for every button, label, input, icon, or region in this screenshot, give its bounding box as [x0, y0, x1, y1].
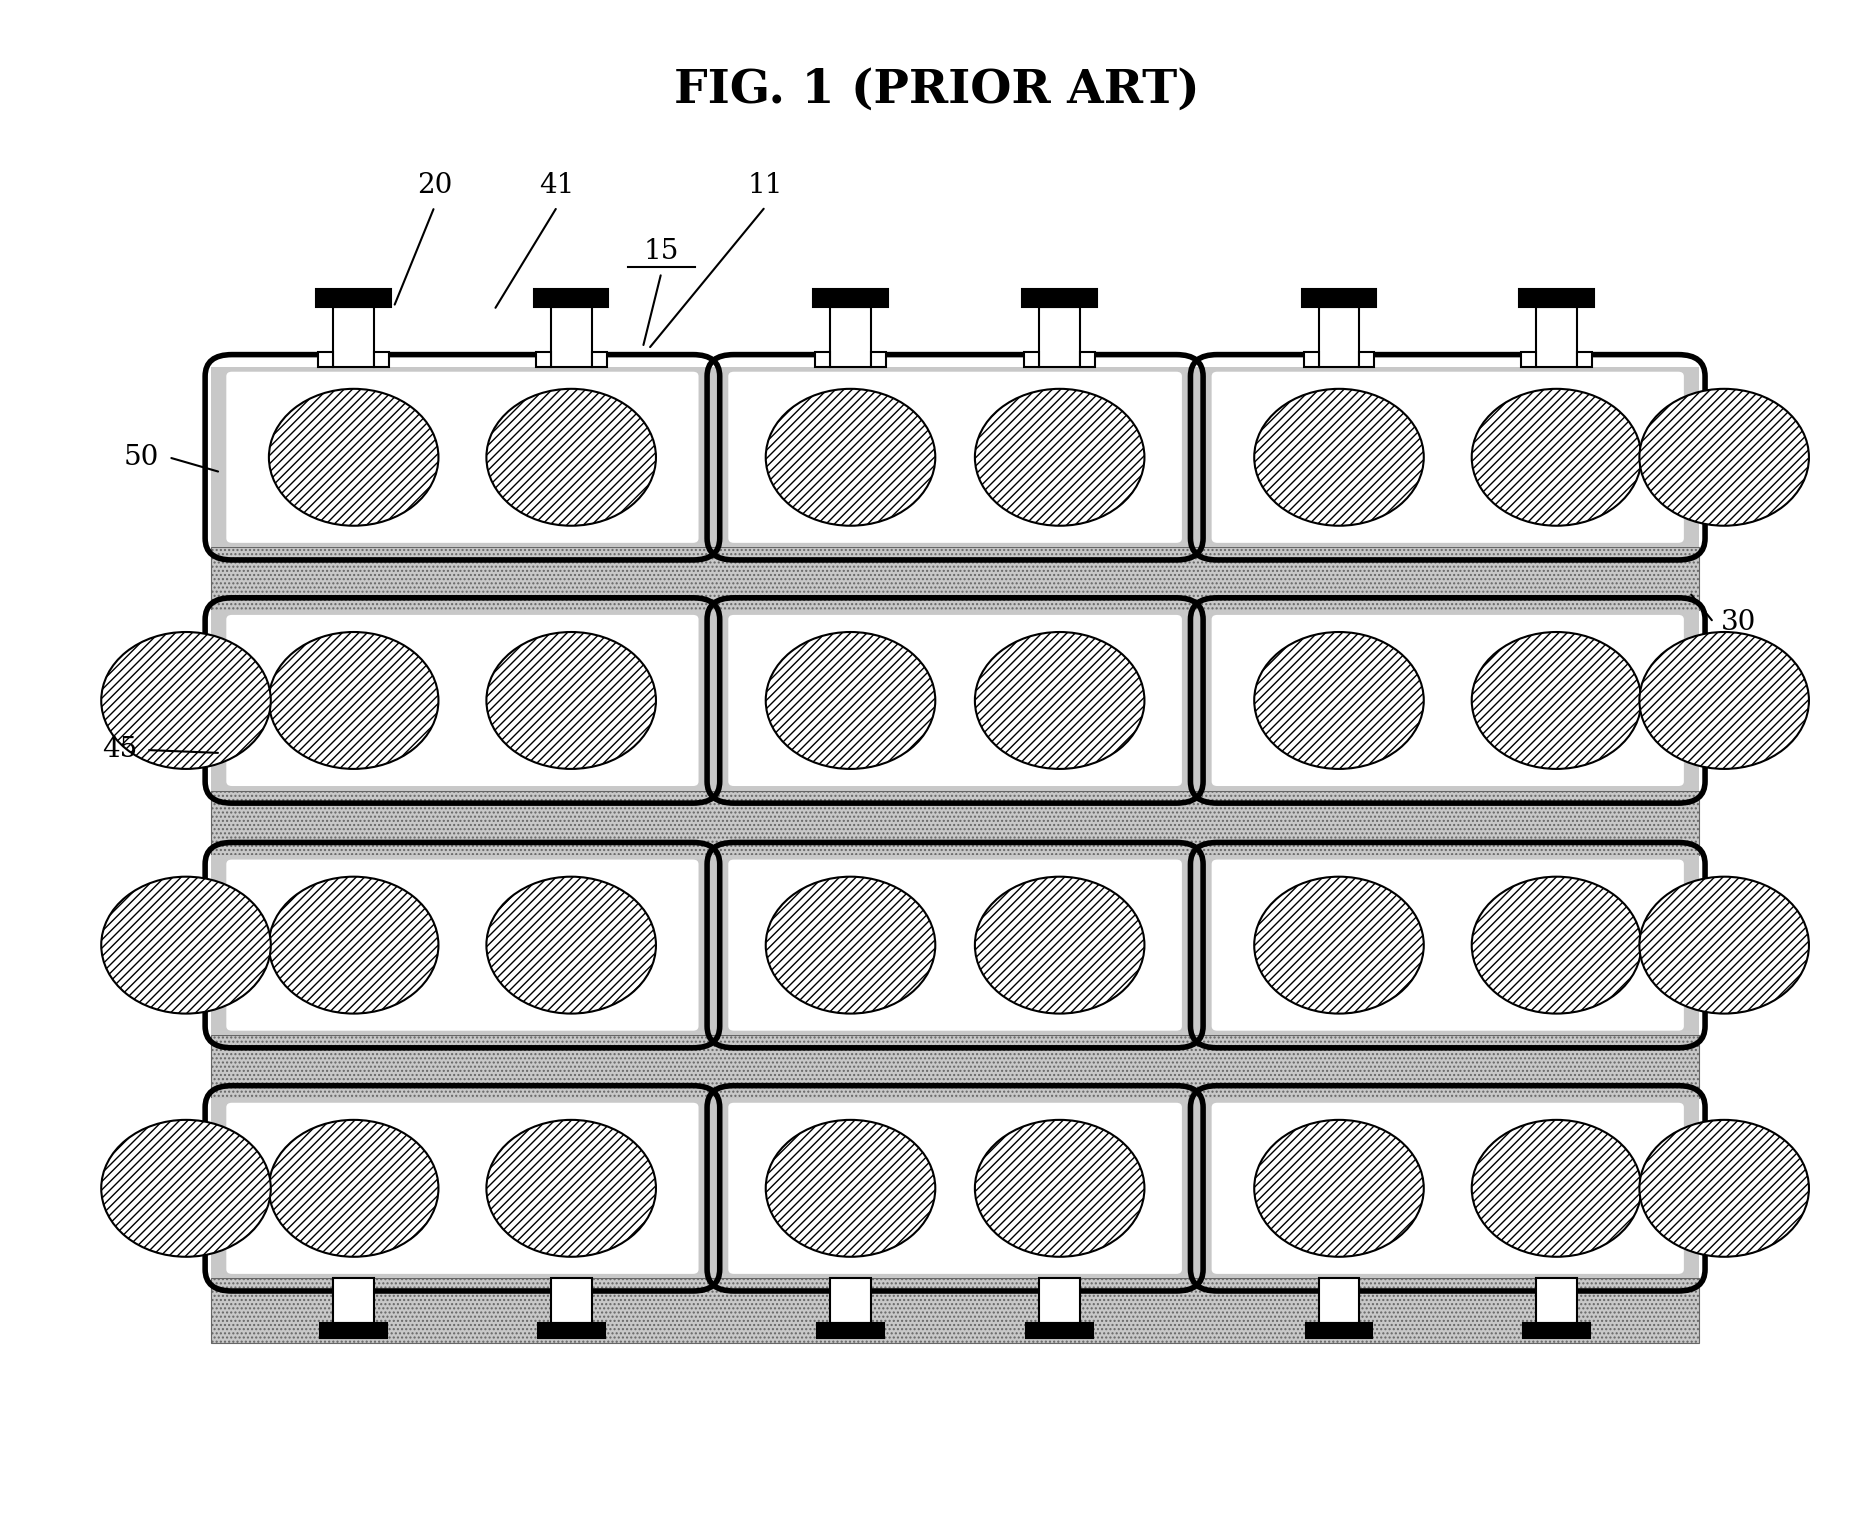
Bar	[333, 1279, 375, 1324]
Bar	[1081, 351, 1096, 367]
FancyBboxPatch shape	[1212, 615, 1684, 786]
Bar	[212, 611, 1699, 791]
Bar	[534, 289, 609, 308]
FancyBboxPatch shape	[1212, 1103, 1684, 1274]
Bar	[1523, 1324, 1590, 1338]
Circle shape	[101, 877, 272, 1014]
Circle shape	[1639, 632, 1809, 770]
Circle shape	[1255, 632, 1423, 770]
Bar	[830, 1279, 871, 1324]
Bar	[592, 351, 607, 367]
Circle shape	[487, 389, 656, 526]
Bar	[212, 1279, 1699, 1342]
Bar	[1319, 308, 1360, 367]
Circle shape	[974, 1120, 1144, 1257]
Bar	[1040, 1279, 1081, 1324]
Bar	[538, 1324, 605, 1338]
Bar	[1040, 308, 1081, 367]
Text: 20: 20	[418, 173, 451, 198]
FancyBboxPatch shape	[227, 615, 699, 786]
Bar	[1536, 1279, 1577, 1324]
Bar	[212, 1035, 1699, 1098]
Bar	[375, 351, 390, 367]
FancyBboxPatch shape	[1212, 859, 1684, 1030]
Bar	[551, 1279, 592, 1324]
Bar	[815, 351, 830, 367]
Circle shape	[1639, 389, 1809, 526]
FancyBboxPatch shape	[227, 859, 699, 1030]
Bar	[817, 1324, 884, 1338]
Bar	[320, 1324, 388, 1338]
Circle shape	[1255, 877, 1423, 1014]
Circle shape	[974, 877, 1144, 1014]
FancyBboxPatch shape	[729, 1103, 1182, 1274]
Circle shape	[270, 389, 438, 526]
Bar	[212, 1098, 1699, 1279]
Circle shape	[1639, 1120, 1809, 1257]
Circle shape	[766, 1120, 935, 1257]
Circle shape	[766, 877, 935, 1014]
Bar	[1025, 351, 1040, 367]
Bar	[1360, 351, 1375, 367]
Circle shape	[766, 632, 935, 770]
Bar	[536, 351, 551, 367]
FancyBboxPatch shape	[729, 859, 1182, 1030]
Bar	[212, 547, 1699, 611]
Circle shape	[1255, 1120, 1423, 1257]
Circle shape	[974, 632, 1144, 770]
Text: 45: 45	[101, 736, 137, 764]
Circle shape	[974, 389, 1144, 526]
Circle shape	[487, 1120, 656, 1257]
Bar	[212, 854, 1699, 1035]
Bar	[1519, 289, 1594, 308]
Bar	[212, 367, 1699, 547]
Bar	[1026, 1324, 1094, 1338]
Circle shape	[270, 1120, 438, 1257]
Bar	[813, 289, 888, 308]
FancyBboxPatch shape	[729, 615, 1182, 786]
Bar	[1305, 1324, 1373, 1338]
Circle shape	[1472, 1120, 1641, 1257]
Text: 41: 41	[539, 173, 575, 198]
Circle shape	[1255, 389, 1423, 526]
Circle shape	[270, 632, 438, 770]
Circle shape	[487, 632, 656, 770]
Circle shape	[487, 877, 656, 1014]
Circle shape	[1639, 877, 1809, 1014]
Circle shape	[101, 632, 272, 770]
FancyBboxPatch shape	[729, 371, 1182, 542]
Bar	[1023, 289, 1098, 308]
Circle shape	[766, 389, 935, 526]
Bar	[1302, 289, 1377, 308]
Text: 11: 11	[747, 173, 783, 198]
Circle shape	[270, 877, 438, 1014]
Circle shape	[1472, 877, 1641, 1014]
FancyBboxPatch shape	[1212, 371, 1684, 542]
Bar	[871, 351, 886, 367]
Bar	[318, 351, 333, 367]
Text: FIG. 1 (PRIOR ART): FIG. 1 (PRIOR ART)	[674, 67, 1199, 114]
Text: 50: 50	[124, 444, 159, 471]
Bar	[1536, 308, 1577, 367]
Bar	[830, 308, 871, 367]
Bar	[1304, 351, 1319, 367]
Bar	[333, 308, 375, 367]
Circle shape	[1472, 389, 1641, 526]
Bar	[1319, 1279, 1360, 1324]
Bar	[1521, 351, 1536, 367]
Circle shape	[101, 1120, 272, 1257]
Circle shape	[1472, 632, 1641, 770]
FancyBboxPatch shape	[227, 371, 699, 542]
Bar	[551, 308, 592, 367]
Text: 15: 15	[644, 238, 680, 265]
Bar	[212, 791, 1699, 854]
FancyBboxPatch shape	[227, 1103, 699, 1274]
Bar	[1577, 351, 1592, 367]
Text: 30: 30	[1721, 609, 1757, 636]
Bar	[317, 289, 391, 308]
